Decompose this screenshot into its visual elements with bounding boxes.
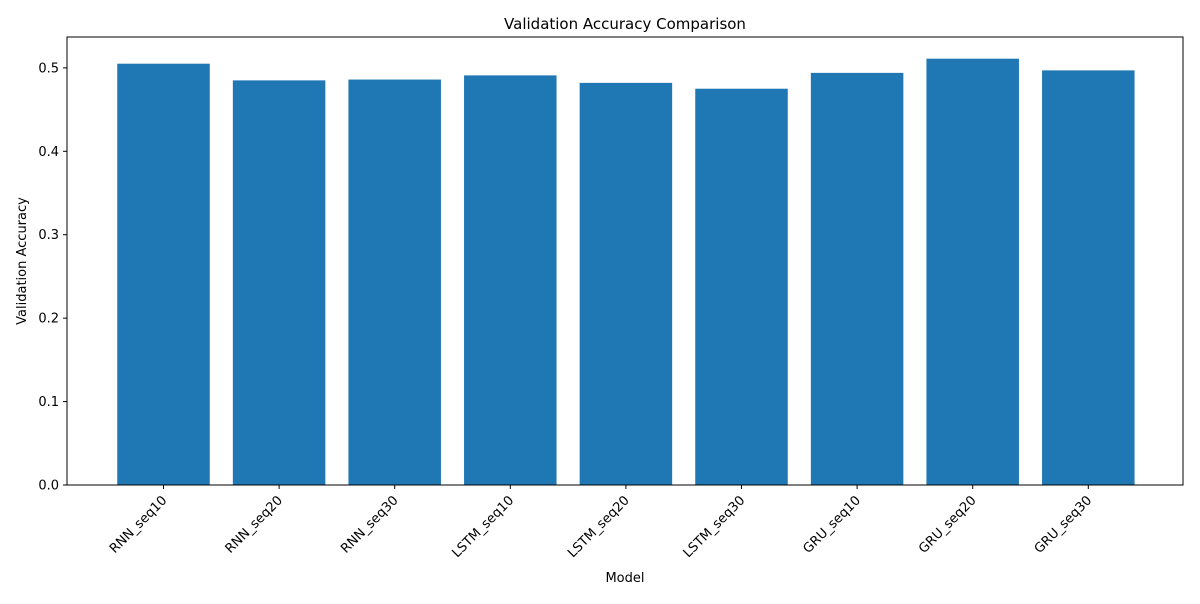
x-tick-label: GRU_seq20 <box>916 493 979 556</box>
x-axis: RNN_seq10 RNN_seq20 RNN_seq30 LSTM_seq10 LST… <box>107 485 1095 561</box>
x-tick-label: RNN_seq30 <box>338 493 401 556</box>
y-tick-label: 0.3 <box>38 228 59 243</box>
y-axis-title: Validation Accuracy <box>15 197 30 325</box>
bar-gru-seq20 <box>926 58 1019 485</box>
y-tick-label: 0.5 <box>38 61 59 76</box>
x-tick-label: LSTM_seq20 <box>565 493 633 561</box>
bar-rnn-seq30 <box>348 79 441 486</box>
x-axis-title: Model <box>605 571 644 586</box>
x-tick-label: GRU_seq30 <box>1032 493 1095 556</box>
y-axis: 0.0 0.1 0.2 0.3 0.4 0.5 <box>38 61 67 494</box>
bars-layer <box>117 58 1135 486</box>
x-tick-label: LSTM_seq10 <box>449 493 517 561</box>
x-tick-label: RNN_seq10 <box>107 493 170 556</box>
x-tick-label: RNN_seq20 <box>223 493 286 556</box>
x-tick-label: LSTM_seq30 <box>681 493 749 561</box>
bar-gru-seq30 <box>1042 70 1135 486</box>
bar-lstm-seq10 <box>464 75 557 485</box>
bar-gru-seq10 <box>810 72 904 486</box>
y-tick-label: 0.2 <box>38 312 59 327</box>
chart-title: Validation Accuracy Comparison <box>504 15 746 33</box>
x-tick-label: GRU_seq10 <box>801 493 864 556</box>
y-tick-label: 0.4 <box>38 145 59 160</box>
bar-lstm-seq20 <box>579 82 673 485</box>
y-tick-label: 0.0 <box>38 479 59 494</box>
bar-rnn-seq10 <box>117 63 210 485</box>
y-tick-label: 0.1 <box>38 395 59 410</box>
bar-rnn-seq20 <box>232 80 326 485</box>
bar-lstm-seq30 <box>695 88 788 485</box>
plot-frame <box>66 36 1184 486</box>
